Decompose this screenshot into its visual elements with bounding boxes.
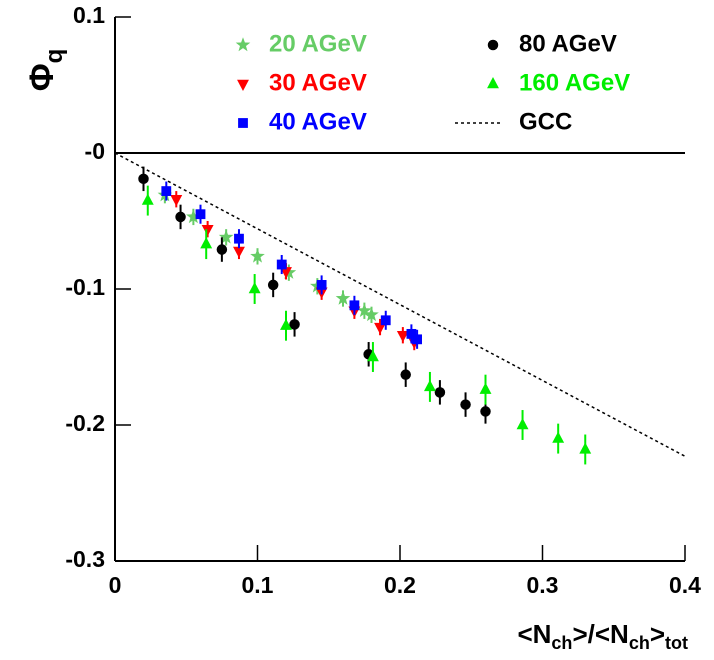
x-tick-label: 0.3 [527,572,559,598]
data-point [250,248,265,263]
data-point [276,259,287,270]
x-axis-title-main: > [650,619,665,649]
x-tick-label: 0.4 [669,572,701,598]
y-axis-title-sub: q [41,49,68,64]
data-point [233,246,245,258]
x-tick-label: 0.1 [242,572,274,598]
data-point [186,209,201,224]
data-point [380,315,391,326]
data-point [280,318,292,330]
x-axis-title-sub: ch [629,633,650,653]
x-tick-label: 0 [109,572,122,598]
data-point [218,229,234,244]
data-point [516,418,529,430]
data-point [552,431,565,443]
data-point [289,319,300,330]
legend-swatch [487,39,499,51]
y-tick-label: 0.1 [73,2,105,28]
y-tick-label: -0.1 [65,274,105,300]
x-tick-label: 0.2 [384,572,416,598]
x-axis-title-main: >/<N [572,619,628,649]
data-point [161,186,172,196]
legend-label: GCC [519,108,572,135]
y-tick-label: -0.3 [65,546,105,572]
data-point [138,173,149,185]
x-axis-title-sub: ch [551,633,572,653]
y-tick-label: -0 [85,138,105,164]
legend-swatch [238,118,248,128]
data-point [141,193,154,205]
x-axis-title-sub: tot [665,633,688,653]
data-point [248,282,261,294]
y-tick-label: -0.2 [65,410,105,436]
data-point [175,211,186,223]
data-point [267,279,279,291]
data-point [400,369,411,380]
legend-label: 80 AGeV [519,30,617,57]
data-point [434,387,446,398]
legend-swatch [235,37,251,52]
data-point [374,322,386,335]
legend-swatch [487,77,499,89]
x-axis-title: <Nch>/<Nch>tot [517,619,688,653]
data-point [460,399,471,410]
data-point [170,195,183,207]
legend-label: 30 AGeV [269,69,367,96]
data-point [480,406,491,417]
data-point [366,350,379,362]
data-point [357,303,372,317]
data-point [579,442,592,454]
data-point [216,244,228,255]
data-point [335,290,351,305]
y-axis-title-main: Φ [23,63,61,91]
data-point [396,331,409,343]
legend-label: 20 AGeV [269,30,367,57]
legend-swatch [237,79,249,91]
data-point [423,379,436,392]
data-point [316,280,327,290]
data-point [412,334,422,345]
data-point [195,209,206,220]
data-point [349,300,360,311]
legend-label: 160 AGeV [519,69,630,96]
data-point [234,233,244,244]
x-axis-title-main: <N [517,619,551,649]
data-point [280,267,292,279]
data-point [200,237,213,249]
data-point [479,382,492,394]
y-axis-title: Φq [23,49,68,92]
data-point [364,307,379,322]
data-point [201,224,214,237]
data-point [406,328,417,339]
legend-label: 40 AGeV [269,108,367,135]
